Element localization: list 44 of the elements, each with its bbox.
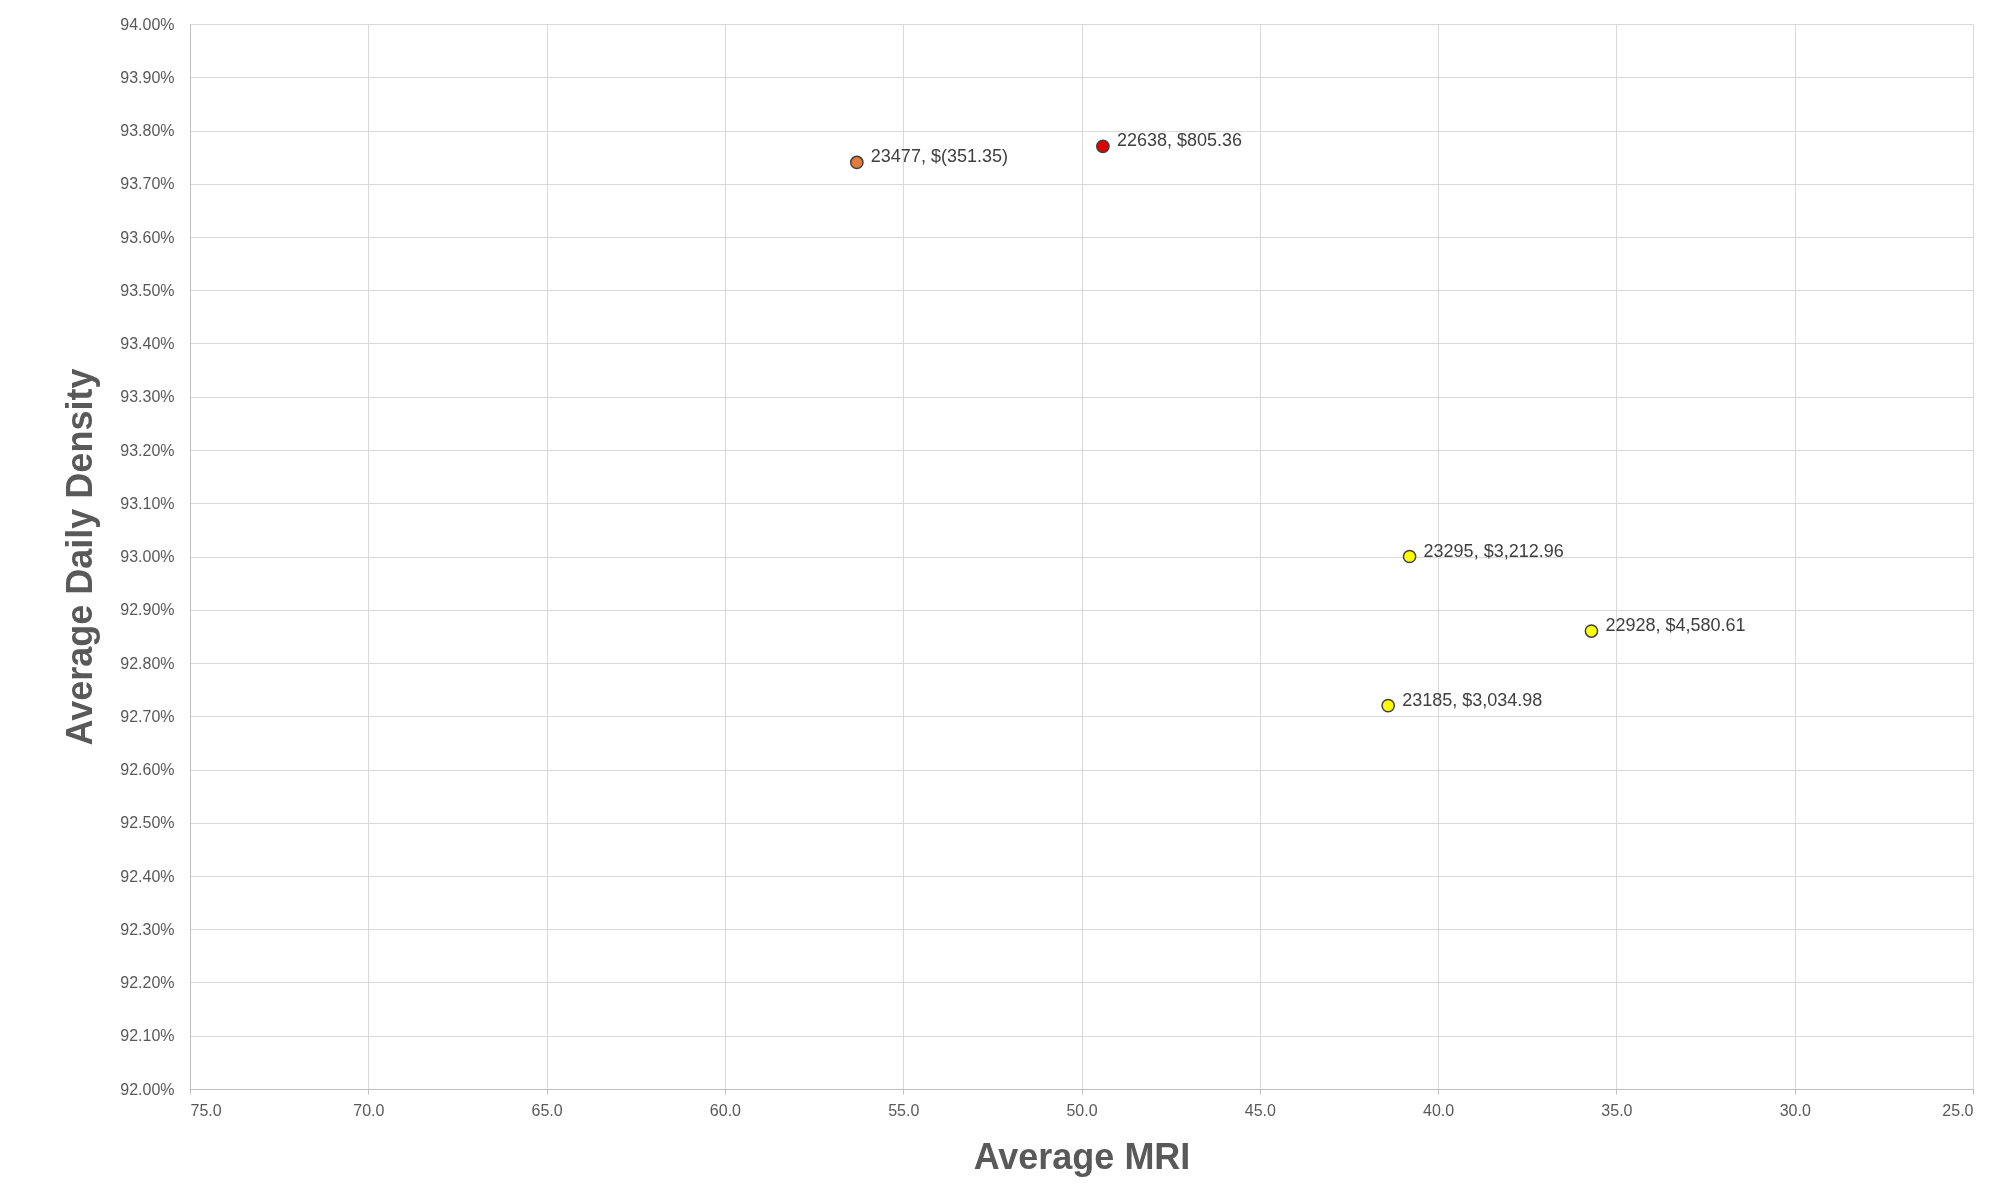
x-tick-label: 50.0 bbox=[1066, 1101, 1098, 1119]
annotation: 22638, $805.36 bbox=[1116, 130, 1243, 151]
point bbox=[1402, 549, 1417, 564]
y-tick-label: 92.90% bbox=[120, 601, 175, 619]
x-tick-label: 35.0 bbox=[1601, 1101, 1633, 1119]
y-tick-label: 93.30% bbox=[120, 388, 175, 406]
y-tick-label: 92.30% bbox=[120, 920, 175, 938]
y-tick-label: 93.00% bbox=[120, 548, 175, 565]
y-tick-label: 93.80% bbox=[120, 122, 175, 139]
y-tick-label: 92.60% bbox=[120, 761, 175, 778]
x-tick-label: 45.0 bbox=[1244, 1101, 1276, 1119]
y-tick-label: 93.50% bbox=[120, 281, 175, 299]
y-tick-label: 92.40% bbox=[120, 867, 175, 885]
annotation: 23185, $3,034.98 bbox=[1402, 689, 1543, 710]
point bbox=[1096, 139, 1110, 154]
y-tick-label: 92.70% bbox=[120, 707, 175, 725]
y-axis-title: Average Daily Density bbox=[59, 368, 101, 746]
point bbox=[1584, 624, 1599, 638]
x-tick-label: 65.0 bbox=[531, 1101, 563, 1119]
x-tick-label: 25.0 bbox=[1942, 1101, 1974, 1119]
x-axis-title: Average MRI bbox=[973, 1135, 1191, 1177]
y-tick-label: 93.90% bbox=[120, 68, 175, 86]
y-tick-label: 92.10% bbox=[120, 1027, 175, 1045]
x-tick-label: 55.0 bbox=[888, 1101, 920, 1119]
y-tick-label: 92.50% bbox=[120, 814, 175, 832]
y-tick-label: 92.20% bbox=[120, 974, 175, 991]
annotation: 23295, $3,212.96 bbox=[1423, 540, 1564, 561]
y-tick-label: 93.70% bbox=[120, 175, 175, 193]
y-tick-label: 92.80% bbox=[120, 654, 175, 672]
point bbox=[1381, 698, 1396, 713]
annotation: 23477, $(351.35) bbox=[870, 146, 1008, 167]
y-tick-label: 94.00% bbox=[120, 15, 175, 33]
annotation: 22928, $4,580.61 bbox=[1605, 615, 1746, 636]
x-tick-label: 30.0 bbox=[1779, 1101, 1811, 1119]
y-tick-label: 92.00% bbox=[120, 1080, 175, 1098]
x-tick-label: 60.0 bbox=[709, 1101, 742, 1119]
x-tick-label: 70.0 bbox=[353, 1101, 385, 1119]
y-tick-label: 93.40% bbox=[120, 335, 175, 352]
x-tick-label: 75.0 bbox=[190, 1101, 222, 1119]
x-tick-label: 40.0 bbox=[1423, 1101, 1455, 1119]
y-tick-label: 93.20% bbox=[120, 441, 175, 459]
y-tick-label: 93.10% bbox=[120, 494, 175, 512]
y-tick-label: 93.60% bbox=[120, 228, 175, 246]
point bbox=[849, 155, 864, 170]
